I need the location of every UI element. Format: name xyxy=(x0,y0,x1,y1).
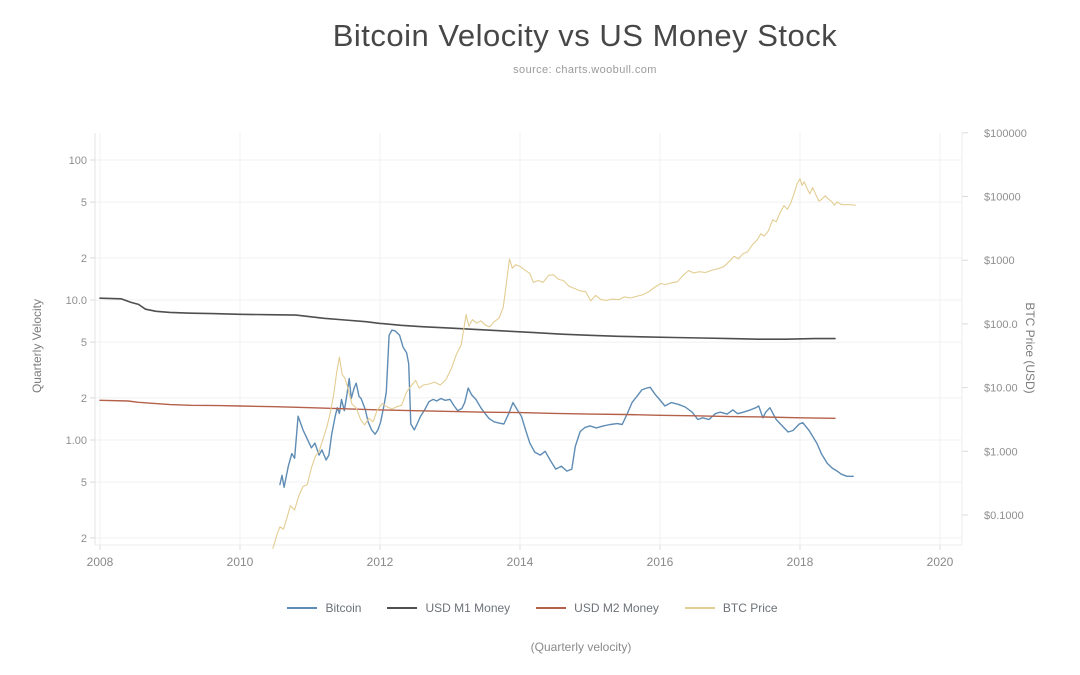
series-btc_price xyxy=(272,178,856,549)
axis-lines xyxy=(90,132,968,550)
legend-swatch-usd_m2 xyxy=(536,607,567,609)
legend-item-usd_m1[interactable]: USD M1 Money xyxy=(387,601,510,615)
legend-label: Bitcoin xyxy=(325,601,362,615)
tick-label-left: 2 xyxy=(81,533,87,545)
tick-label-right: $100000 xyxy=(984,128,1027,140)
legend-swatch-usd_m1 xyxy=(387,607,418,609)
series-usd_m1 xyxy=(99,297,836,340)
legend-item-bitcoin[interactable]: Bitcoin xyxy=(287,601,361,615)
tick-label-left: 100 xyxy=(69,155,87,167)
legend-swatch-bitcoin xyxy=(287,607,318,609)
legend-label: USD M1 Money xyxy=(425,601,511,615)
legend-item-btc_price[interactable]: BTC Price xyxy=(684,601,778,615)
legend-swatch-btc_price xyxy=(684,607,715,609)
tick-label-left: 2 xyxy=(81,393,87,405)
tick-label-left: 5 xyxy=(81,477,87,489)
tick-label-right: $100.0 xyxy=(984,319,1018,331)
tick-label-x: 2020 xyxy=(927,555,954,569)
tick-label-right: $0.1000 xyxy=(984,510,1024,522)
tick-label-x: 2012 xyxy=(367,555,394,569)
tick-label-x: 2010 xyxy=(227,555,254,569)
legend-label: USD M2 Money xyxy=(574,601,659,615)
tick-label-left: 1.00 xyxy=(66,435,87,447)
tick-labels: 100 5 2 10.0 5 2 1.00 5 2 $100000 $10000 $1000 $100.… xyxy=(66,128,1027,569)
y-axis-title-left: Quarterly Velocity xyxy=(30,298,44,394)
tick-label-right: $1000 xyxy=(984,255,1015,267)
tick-label-left: 10.0 xyxy=(66,295,87,307)
tick-label-right: $10000 xyxy=(984,192,1021,204)
tick-label-x: 2014 xyxy=(507,555,534,569)
legend-item-usd_m2[interactable]: USD M2 Money xyxy=(536,601,659,615)
page-title: Bitcoin Velocity vs US Money Stock xyxy=(332,18,838,53)
tick-label-right: $10.00 xyxy=(984,383,1018,395)
tick-label-left: 5 xyxy=(81,197,87,209)
tick-label-x: 2008 xyxy=(87,555,114,569)
chart-source: source: charts.woobull.com xyxy=(513,64,657,76)
series-bitcoin xyxy=(279,329,854,488)
tick-label-right: $1.000 xyxy=(984,446,1018,458)
series-usd_m2 xyxy=(99,399,836,419)
tick-label-x: 2018 xyxy=(787,555,814,569)
tick-label-x: 2016 xyxy=(647,555,674,569)
chart-caption: (Quarterly velocity) xyxy=(530,640,632,654)
tick-label-left: 5 xyxy=(81,337,87,349)
y-axis-title-right: BTC Price (USD) xyxy=(1023,302,1037,394)
legend-label: BTC Price xyxy=(722,601,778,615)
chart-legend: Bitcoin USD M1 Money USD M2 Money BTC Price xyxy=(95,601,970,615)
tick-label-left: 2 xyxy=(81,253,87,265)
